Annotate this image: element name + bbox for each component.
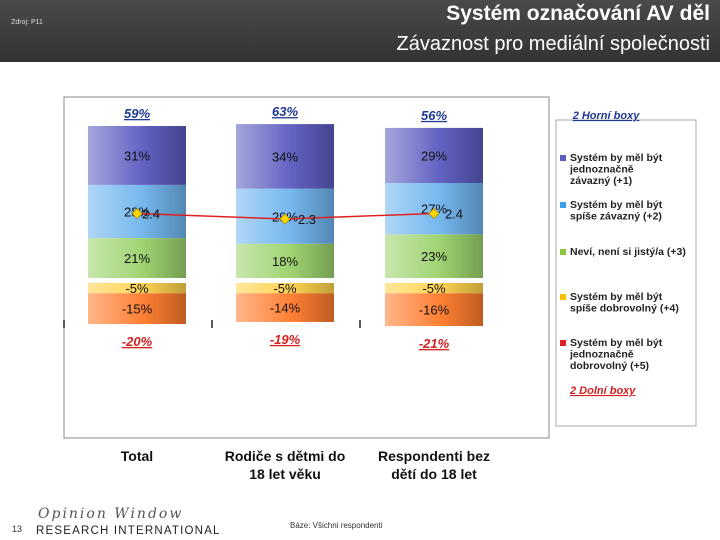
legend-label: Systém by měl být <box>570 199 663 211</box>
bar-segment <box>88 126 186 185</box>
bar-value-label: -14% <box>270 301 301 316</box>
logo-script-text: Opinion Window <box>38 506 184 522</box>
legend-label: jednoznačně <box>569 349 634 361</box>
mean-value-label: 2.4 <box>142 207 160 222</box>
legend-label: Systém by měl být <box>570 152 663 164</box>
bar-segment <box>385 293 483 327</box>
bar-segment <box>385 127 483 183</box>
category-label: dětí do 18 let <box>391 466 477 482</box>
legend-swatch <box>560 155 566 161</box>
bar-segment <box>236 293 334 322</box>
bar-segment <box>236 243 334 278</box>
legend-label: Systém by měl být <box>570 337 663 349</box>
source-note: Zdroj: P11 <box>11 19 43 26</box>
category-label: 18 let věku <box>249 466 321 482</box>
category-label: Respondenti bez <box>378 448 490 464</box>
bar-segment <box>236 283 334 294</box>
category-label: Rodiče s dětmi do <box>225 448 346 464</box>
bar-segment <box>385 283 483 294</box>
legend-bottom-box-label: 2 Dolní boxy <box>569 385 636 397</box>
stacked-bar-chart: 21%28%31%59%-5%-15%-20%Total18%29%34%63%… <box>63 96 697 482</box>
legend-swatch <box>560 294 566 300</box>
category-label: Total <box>121 448 153 464</box>
legend-label: spíše závazný (+2) <box>570 211 662 223</box>
top-box-label: 63% <box>272 104 298 119</box>
logo-company-text: RESEARCH INTERNATIONAL <box>36 525 221 537</box>
legend-label: jednoznačně <box>569 164 634 176</box>
bar-value-label: -5% <box>273 281 297 296</box>
mean-point <box>131 207 143 220</box>
bottom-box-label: -20% <box>122 334 153 349</box>
page-number: 13 <box>12 524 23 534</box>
legend-label: dobrovolný (+5) <box>570 360 649 372</box>
bar-segment <box>88 293 186 324</box>
legend-label: Systém by měl být <box>570 291 663 303</box>
bar-value-label: -5% <box>125 281 149 296</box>
bar-value-label: 18% <box>272 254 298 269</box>
bar-segment <box>88 238 186 278</box>
mean-point <box>279 213 291 225</box>
legend-label: spíše dobrovolný (+4) <box>570 303 679 315</box>
legend-swatch <box>560 202 566 208</box>
bar-value-label: 23% <box>421 249 447 264</box>
header-bar: Zdroj: P11 Systém označování AV děl Záva… <box>0 0 720 62</box>
mean-value-label: 2.3 <box>298 212 316 227</box>
bar-value-label: -15% <box>122 302 153 317</box>
mean-value-label: 2.4 <box>445 207 463 222</box>
legend-top-box-label: 2 Horní boxy <box>572 110 641 122</box>
bottom-box-label: -21% <box>419 336 450 351</box>
legend-label: Neví, není si jistý/a (+3) <box>570 246 686 258</box>
slide-subtitle: Závaznost pro mediální společnosti <box>396 33 711 55</box>
bar-segment <box>236 124 334 189</box>
bar-value-label: -5% <box>422 281 446 296</box>
top-box-label: 59% <box>124 106 150 121</box>
base-note: Báze: Všichni respondenti <box>290 521 383 530</box>
company-logo: Opinion Window RESEARCH INTERNATIONAL <box>36 506 221 540</box>
bottom-box-label: -19% <box>270 332 301 347</box>
bar-segment <box>385 234 483 278</box>
legend-swatch <box>560 340 566 346</box>
bar-value-label: -16% <box>419 303 450 318</box>
slide-title: Systém označování AV děl <box>446 2 710 25</box>
bar-value-label: 31% <box>124 148 150 163</box>
bar-value-label: 21% <box>124 251 150 266</box>
legend-label: závazný (+1) <box>570 175 632 187</box>
top-box-label: 56% <box>421 108 447 123</box>
mean-point <box>428 207 440 220</box>
bar-value-label: 34% <box>272 149 298 164</box>
legend-box <box>555 119 697 427</box>
bar-value-label: 29% <box>421 148 447 163</box>
legend-swatch <box>560 249 566 255</box>
bar-segment <box>88 283 186 294</box>
